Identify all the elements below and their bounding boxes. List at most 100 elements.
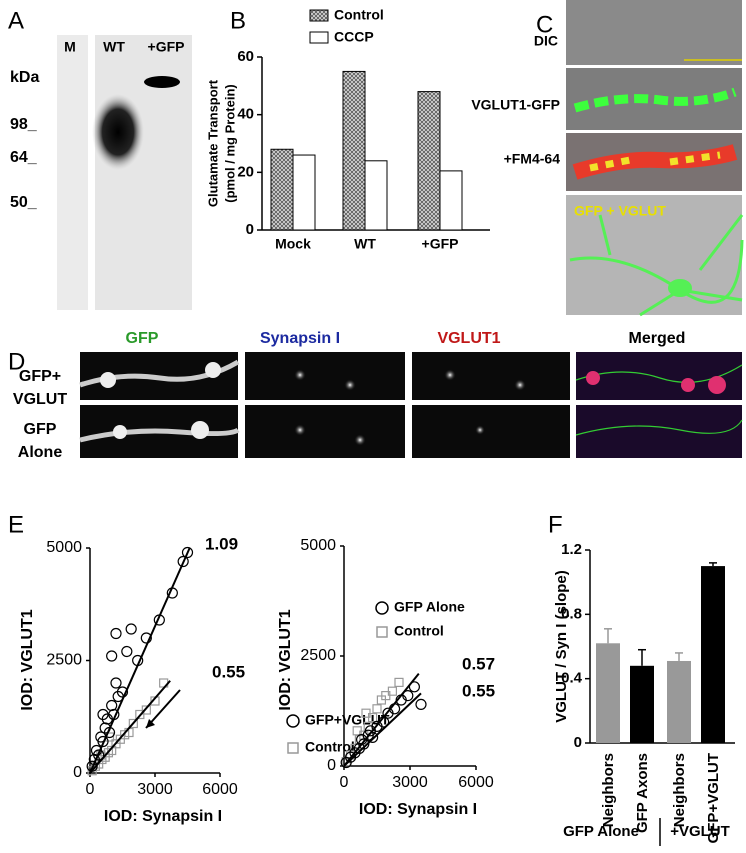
bar bbox=[439, 170, 463, 231]
legend-marker bbox=[286, 714, 300, 728]
lane bbox=[57, 35, 88, 310]
y-tick-label: 5000 bbox=[300, 537, 336, 554]
legend-swatch bbox=[309, 31, 329, 44]
bar bbox=[292, 154, 316, 231]
x-tick-label: 0 bbox=[340, 774, 349, 791]
marker: 98_ bbox=[10, 116, 38, 133]
point bbox=[106, 650, 118, 662]
marker: 64_ bbox=[10, 149, 38, 166]
panel-label: A bbox=[8, 7, 24, 34]
x-axis-label: IOD: Synapsin I bbox=[104, 808, 222, 825]
bar bbox=[342, 70, 366, 231]
panel-label: F bbox=[548, 511, 563, 538]
y-tick-label: 0 bbox=[574, 734, 582, 751]
point bbox=[177, 555, 189, 568]
x-tick-label: Mock bbox=[275, 236, 311, 252]
point bbox=[352, 726, 362, 736]
bar bbox=[364, 160, 388, 231]
image-feature bbox=[668, 279, 692, 297]
lane-label: WT bbox=[103, 39, 125, 55]
point bbox=[372, 704, 382, 714]
point bbox=[181, 546, 194, 559]
image-label: +FM4-64 bbox=[504, 151, 561, 167]
legend-marker bbox=[376, 626, 388, 638]
image-feature bbox=[573, 87, 737, 113]
lane bbox=[95, 35, 192, 310]
legend-swatch bbox=[309, 9, 329, 22]
point bbox=[116, 686, 129, 698]
micrographs-c: DIC VGLUT1-GFP +FM4-64 GFP + VGLUT bbox=[471, 0, 744, 317]
arrow-head bbox=[146, 719, 155, 728]
y-tick-label: 20 bbox=[237, 163, 254, 180]
panel-label: B bbox=[230, 7, 246, 34]
legend-label: Control bbox=[394, 623, 444, 639]
image bbox=[566, 0, 742, 65]
y-tick-label: 0 bbox=[246, 221, 254, 238]
point bbox=[125, 623, 137, 635]
point bbox=[121, 645, 133, 658]
point bbox=[415, 698, 427, 711]
image-feature bbox=[589, 151, 721, 172]
annotation: 0.55 bbox=[462, 681, 495, 700]
y-axis-label: IOD: VGLUT1 bbox=[19, 609, 36, 710]
panel-label: E bbox=[8, 511, 24, 538]
fit-line bbox=[343, 672, 420, 767]
column-header: GFP bbox=[126, 330, 159, 347]
micrographs-d: GFP Synapsin I VGLUT1 Merged GFP+ VGLUT … bbox=[13, 330, 743, 461]
panel-labels: A B C D E F bbox=[8, 7, 563, 538]
column-header: Merged bbox=[629, 330, 686, 347]
point bbox=[140, 632, 152, 644]
annotation: 1.09 bbox=[205, 534, 238, 553]
row-label: GFP+ bbox=[19, 368, 61, 385]
fit-line bbox=[89, 680, 171, 774]
x-tick-label: Neighbors bbox=[600, 753, 617, 827]
point bbox=[110, 627, 122, 640]
point bbox=[97, 735, 109, 748]
annotation: 0.57 bbox=[462, 654, 495, 673]
point bbox=[106, 699, 118, 712]
point bbox=[128, 718, 138, 729]
bar bbox=[701, 566, 725, 743]
y-axis-label: IOD: VGLUT1 bbox=[277, 609, 294, 710]
panel-label: D bbox=[8, 348, 25, 375]
x-tick-label: 0 bbox=[86, 781, 95, 798]
legend-label: CCCP bbox=[334, 29, 374, 45]
y-axis-label: (pmol / mg Protein) bbox=[222, 84, 237, 202]
lane-label: +GFP bbox=[148, 39, 185, 55]
marker: 50_ bbox=[10, 194, 38, 211]
y-tick-label: 0 bbox=[327, 757, 336, 774]
x-tick-label: 3000 bbox=[137, 781, 173, 798]
bar bbox=[596, 643, 620, 743]
x-tick-label: 3000 bbox=[392, 774, 428, 791]
point bbox=[93, 749, 105, 761]
column-header: VGLUT1 bbox=[437, 330, 500, 347]
x-tick-label: 6000 bbox=[458, 774, 494, 791]
x-tick-label: WT bbox=[354, 236, 376, 252]
point bbox=[110, 677, 122, 689]
legend-label: Control bbox=[334, 7, 384, 23]
legend-marker bbox=[375, 601, 389, 615]
row-label: Alone bbox=[18, 444, 63, 461]
column-header: Synapsin I bbox=[260, 330, 340, 347]
image-feature bbox=[572, 144, 738, 180]
fit-line bbox=[89, 547, 191, 774]
row-label: VGLUT bbox=[13, 391, 67, 408]
x-tick-label: 6000 bbox=[202, 781, 238, 798]
group-label: GFP Alone bbox=[563, 823, 639, 840]
y-tick-label: 40 bbox=[237, 106, 254, 123]
point bbox=[97, 708, 109, 721]
point bbox=[364, 725, 376, 737]
y-tick-label: 0 bbox=[73, 764, 82, 781]
x-tick-label: GFP Axons bbox=[634, 753, 651, 833]
x-tick-label: Neighbors bbox=[671, 753, 688, 827]
point bbox=[361, 708, 371, 718]
legend-label: GFP Alone bbox=[394, 599, 465, 615]
y-axis-label: VGLUT / Syn I (slope) bbox=[553, 570, 570, 723]
bar bbox=[270, 148, 294, 231]
y-tick-label: 2500 bbox=[300, 647, 336, 664]
panel-label: C bbox=[536, 11, 553, 38]
unit: kDa bbox=[10, 69, 39, 86]
image-label: VGLUT1-GFP bbox=[471, 97, 560, 113]
point bbox=[394, 677, 404, 688]
